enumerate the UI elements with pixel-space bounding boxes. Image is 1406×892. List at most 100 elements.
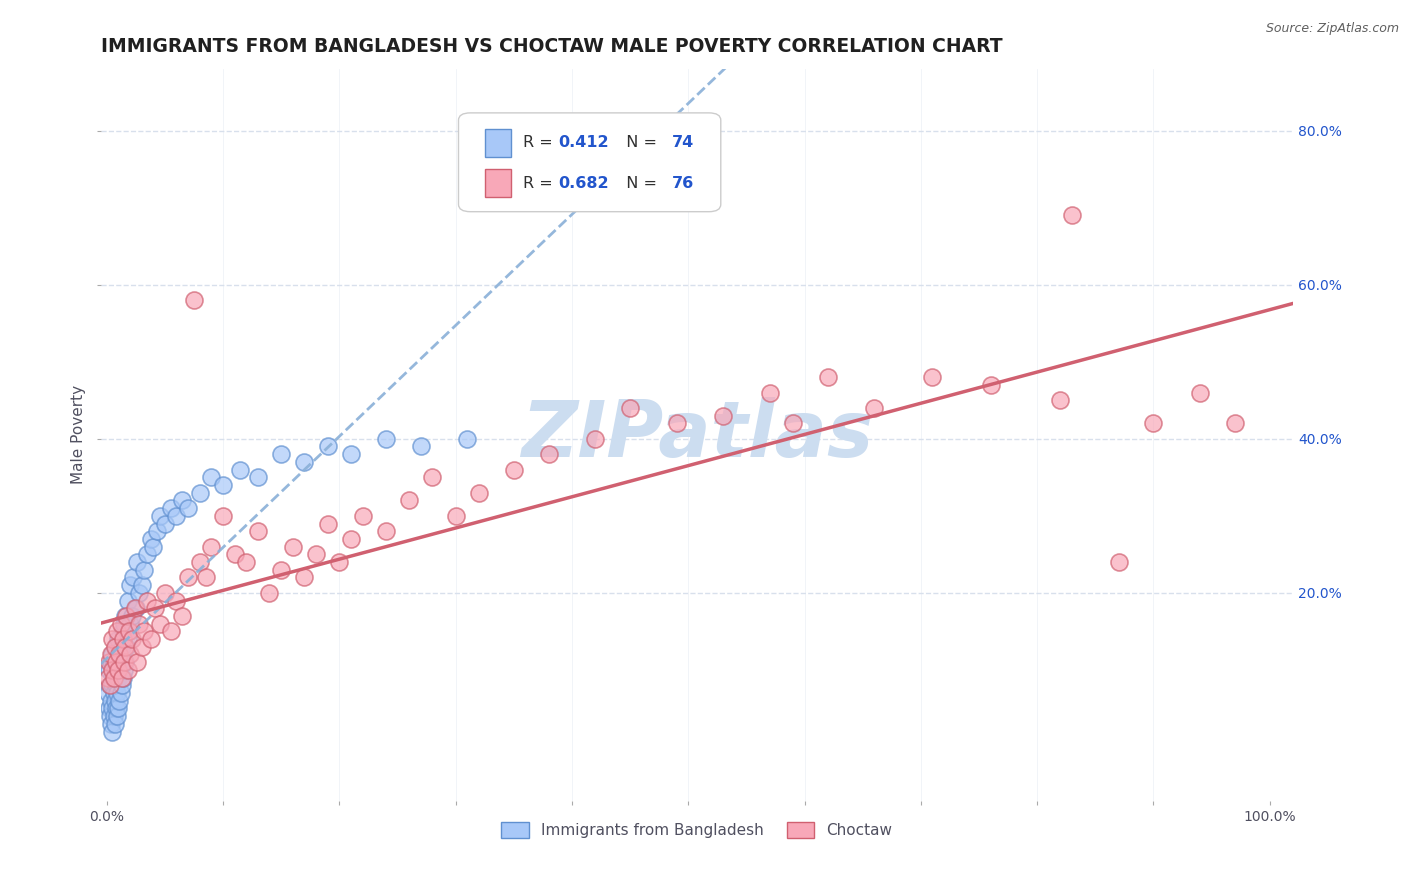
Point: [1223, 417, 1246, 431]
Point: [165, 593, 187, 607]
Point: [212, 508, 235, 523]
Point: [281, 540, 304, 554]
Point: [121, 632, 143, 646]
Point: [328, 555, 350, 569]
Point: [980, 377, 1002, 392]
Text: ZIPatlas: ZIPatlas: [520, 397, 873, 473]
Point: [122, 570, 145, 584]
Point: [502, 462, 524, 476]
Point: [316, 440, 339, 454]
Text: 0.412: 0.412: [558, 136, 609, 151]
Point: [1188, 385, 1211, 400]
Point: [259, 586, 281, 600]
Point: [101, 663, 124, 677]
Point: [149, 508, 172, 523]
Point: [125, 555, 148, 569]
Text: 0.682: 0.682: [558, 176, 609, 191]
Point: [104, 678, 127, 692]
Point: [117, 593, 139, 607]
Point: [105, 624, 128, 639]
Point: [131, 640, 153, 654]
Point: [665, 417, 688, 431]
Point: [782, 417, 804, 431]
Point: [177, 501, 200, 516]
Point: [374, 432, 396, 446]
Point: [444, 508, 467, 523]
Point: [139, 532, 162, 546]
Point: [305, 547, 328, 561]
Point: [103, 686, 125, 700]
Point: [111, 678, 134, 692]
Point: [104, 640, 127, 654]
Point: [235, 555, 257, 569]
Point: [125, 601, 148, 615]
Point: [172, 609, 194, 624]
Point: [110, 686, 132, 700]
Point: [177, 570, 200, 584]
Point: [108, 694, 131, 708]
Point: [1049, 393, 1071, 408]
Point: [139, 632, 162, 646]
Point: [420, 470, 443, 484]
Point: [456, 432, 478, 446]
Point: [105, 655, 128, 669]
Point: [108, 663, 131, 677]
Point: [105, 686, 128, 700]
Point: [409, 440, 432, 454]
Point: [124, 601, 146, 615]
Point: [136, 593, 159, 607]
Point: [159, 501, 181, 516]
Point: [212, 478, 235, 492]
Point: [128, 616, 150, 631]
Point: [863, 401, 886, 415]
Point: [101, 701, 124, 715]
Point: [103, 655, 125, 669]
Point: [117, 632, 139, 646]
Point: [101, 678, 124, 692]
Point: [145, 601, 167, 615]
Point: [200, 540, 222, 554]
Point: [111, 671, 134, 685]
Point: [118, 624, 141, 639]
Point: [1142, 417, 1164, 431]
Legend: Immigrants from Bangladesh, Choctaw: Immigrants from Bangladesh, Choctaw: [495, 816, 898, 845]
Point: [105, 709, 128, 723]
Point: [117, 663, 139, 677]
Point: [125, 655, 148, 669]
Point: [115, 640, 138, 654]
Point: [104, 694, 127, 708]
Point: [200, 470, 222, 484]
Point: [136, 547, 159, 561]
Point: [132, 624, 155, 639]
Point: [104, 640, 127, 654]
Point: [104, 663, 127, 677]
Text: 76: 76: [672, 176, 695, 191]
Point: [118, 624, 141, 639]
Point: [110, 616, 132, 631]
Point: [188, 555, 211, 569]
Y-axis label: Male Poverty: Male Poverty: [72, 385, 86, 484]
Point: [619, 401, 641, 415]
Point: [270, 563, 292, 577]
Point: [316, 516, 339, 531]
Point: [98, 678, 121, 692]
Point: [103, 671, 125, 685]
Point: [100, 694, 122, 708]
Text: R =: R =: [523, 176, 558, 191]
Point: [270, 447, 292, 461]
Point: [114, 609, 136, 624]
Point: [142, 540, 165, 554]
Point: [583, 432, 606, 446]
Point: [153, 516, 176, 531]
Point: [340, 532, 363, 546]
Point: [100, 655, 122, 669]
Point: [100, 716, 122, 731]
Point: [98, 678, 121, 692]
Point: [352, 508, 374, 523]
Point: [1108, 555, 1130, 569]
Text: N =: N =: [616, 136, 662, 151]
Point: [468, 485, 491, 500]
Point: [121, 609, 143, 624]
Point: [114, 655, 136, 669]
Point: [246, 524, 269, 539]
